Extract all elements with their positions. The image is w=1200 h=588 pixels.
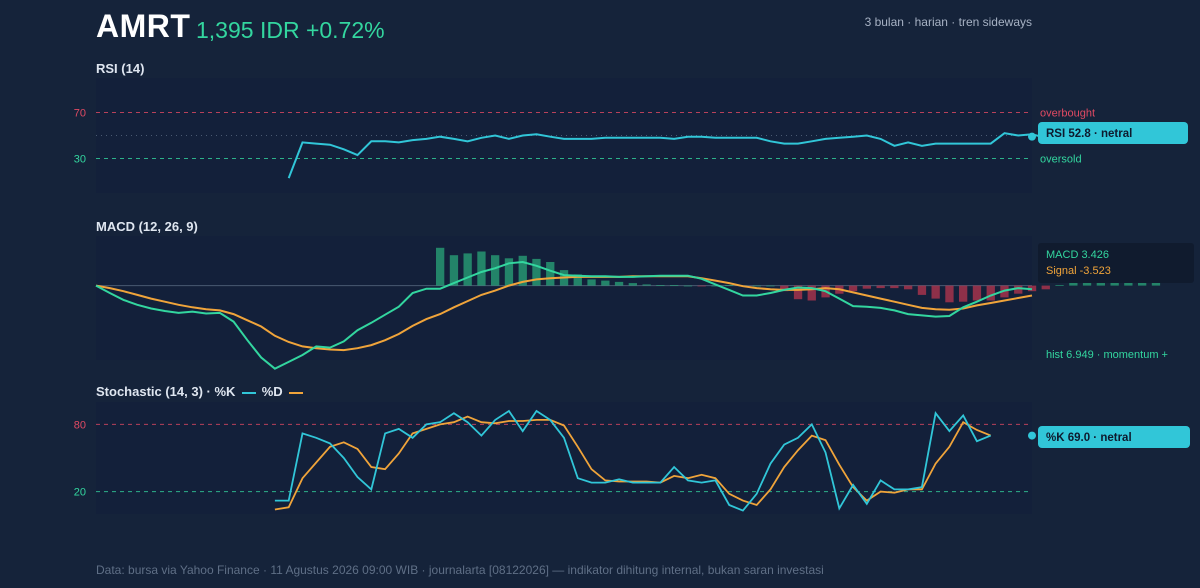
stochastic-plot-area: [96, 402, 1032, 514]
histogram-bar: [793, 285, 803, 300]
histogram-bar: [449, 255, 459, 286]
stoch-tick-label: 80: [74, 419, 86, 431]
histogram-bar: [725, 285, 734, 286]
hist-legend-value: hist 6.949 · momentum +: [1046, 349, 1168, 361]
d-legend-swatch: [289, 391, 304, 394]
rsi-panel-title: RSI (14): [96, 61, 145, 76]
macd-legend-box: [1038, 243, 1194, 283]
histogram-bar: [931, 285, 940, 299]
histogram-bar: [945, 285, 954, 303]
rsi-last-point: [1028, 132, 1036, 141]
histogram-bar: [862, 285, 871, 289]
macd-plot-area: [96, 236, 1032, 360]
histogram-bar: [573, 274, 582, 286]
histogram-bar: [752, 285, 761, 287]
stochastic-panel-title: Stochastic (14, 3) · %K %D: [96, 384, 304, 399]
histogram-bar: [1069, 281, 1078, 286]
rsi-tick-label: 70: [74, 108, 86, 120]
stoch-last-point: [1028, 431, 1036, 440]
histogram-bar: [876, 285, 885, 289]
d-legend-label: %D: [261, 384, 283, 399]
histogram-bar: [670, 285, 679, 286]
histogram-bar: [972, 285, 982, 301]
footer-source: Data: bursa via Yahoo Finance · 11 Agust…: [96, 563, 824, 577]
histogram-bar: [491, 255, 500, 286]
histogram-bar: [601, 280, 610, 286]
histogram-bar: [587, 279, 596, 286]
ticker-symbol: AMRT: [96, 8, 191, 44]
stoch-tick-label: 20: [74, 487, 86, 499]
rsi-badge-box: [1038, 122, 1188, 144]
histogram-bar: [890, 285, 899, 289]
macd-line: [95, 260, 1033, 370]
overbought-label: overbought: [1040, 108, 1095, 120]
histogram-bar: [766, 285, 775, 287]
rsi-tick-label: 30: [74, 154, 86, 166]
histogram-bar: [697, 285, 706, 287]
stoch-k-line: [274, 409, 992, 512]
signal-legend-value: Signal -3.523: [1046, 265, 1111, 277]
histogram-bar: [904, 285, 913, 290]
histogram-bar: [848, 285, 858, 292]
histogram-bar: [504, 258, 514, 286]
rsi-badge-text: RSI 52.8 · netral: [1046, 128, 1132, 140]
histogram-bar: [711, 285, 720, 287]
histogram-bar: [628, 283, 637, 286]
histogram-bar: [532, 258, 541, 286]
histogram-bar: [986, 285, 995, 301]
oversold-label: oversold: [1040, 154, 1082, 166]
histogram-bar: [642, 284, 651, 286]
stochastic-title-text: Stochastic (14, 3) · %K: [96, 384, 236, 399]
chart-subtitle: 3 bulan · harian · tren sideways: [864, 15, 1032, 29]
histogram-bar: [614, 281, 624, 286]
histogram-bar: [917, 285, 927, 295]
histogram-bar: [477, 251, 486, 286]
histogram-bar: [463, 253, 472, 286]
histogram-bar: [1041, 285, 1050, 290]
histogram-bar: [518, 255, 527, 286]
histogram-bar: [1055, 285, 1064, 286]
histogram-bar: [546, 262, 555, 286]
histogram-bar: [1014, 285, 1023, 294]
histogram-bar: [683, 285, 693, 287]
histogram-bar: [436, 247, 445, 286]
signal-line: [95, 275, 1033, 352]
histogram-bar: [780, 285, 789, 292]
stoch-badge-text: %K 69.0 · netral: [1046, 432, 1132, 444]
histogram-bar: [807, 285, 816, 301]
price-change: 1,395 IDR +0.72%: [196, 17, 385, 43]
rsi-line: [287, 132, 1060, 179]
stoch-badge-box: [1038, 426, 1190, 448]
macd-legend-value: MACD 3.426: [1046, 249, 1109, 261]
histogram-bar: [656, 285, 665, 286]
macd-panel-title: MACD (12, 26, 9): [96, 219, 198, 234]
k-legend-swatch: [242, 391, 257, 394]
histogram-bar: [959, 285, 968, 302]
